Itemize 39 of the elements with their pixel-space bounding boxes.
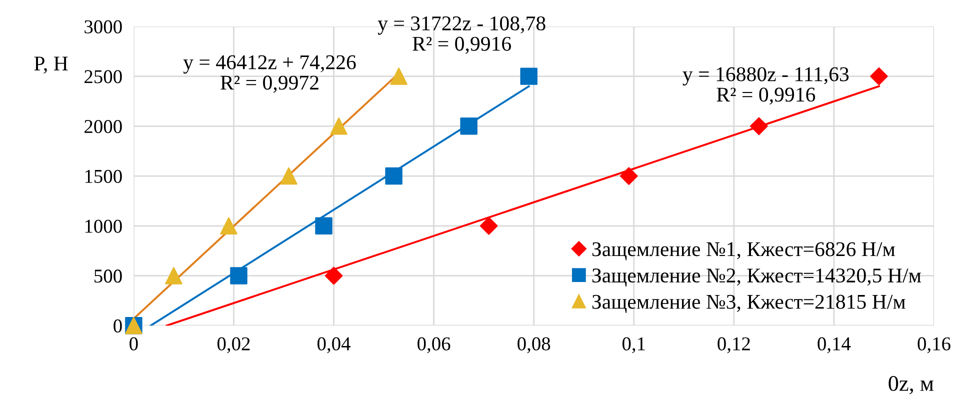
point [750,117,768,136]
annotation: y = 31722z - 108,78 R² = 0,9916 [378,16,546,54]
legend-label: Защемление №2, Кжест=14320,5 Н/м [592,268,921,287]
point [280,167,298,185]
point [315,217,332,234]
y-tick-label: 3000 [84,20,122,34]
x-axis-title: 0z, м [888,376,934,394]
point [220,217,238,234]
point [324,266,343,285]
legend-label: Защемление №3, Кжест=21815 Н/м [592,294,906,313]
x-tick-label: 0 [130,337,138,350]
x-tick-label: 0,16 [918,337,950,354]
y-tick-label: 2500 [84,70,122,84]
x-tick-label: 0,08 [518,337,550,354]
y-tick-label: 0 [114,319,122,333]
point [870,67,888,86]
x-tick-label: 0,14 [818,337,851,354]
annotation: y = 46412z + 74,226 R² = 0,9972 [183,55,356,93]
point [165,267,182,284]
y-tick-label: 2000 [84,120,122,134]
x-tick-label: 0,02 [217,337,250,354]
point [620,167,638,185]
legend-label: Защемление №1, Кжест=6826 Н/м [592,242,895,260]
point [390,68,408,85]
y-tick-label: 1000 [85,220,122,233]
y-tick-label: 1500 [85,170,122,183]
point [330,118,348,135]
point [480,216,498,235]
annotation: y = 16880z - 111,63 R² = 0,9916 [682,67,849,105]
y-tick-label: 500 [94,270,122,283]
x-tick-label: 0,04 [318,337,350,354]
x-tick-label: 0,12 [718,337,750,354]
y-axis-title: P, Н [34,56,68,74]
x-tick-label: 0,06 [418,337,450,354]
point [460,118,478,135]
point [385,167,402,185]
point [520,68,538,85]
point [230,267,248,284]
x-tick-label: 0,1 [622,337,645,354]
